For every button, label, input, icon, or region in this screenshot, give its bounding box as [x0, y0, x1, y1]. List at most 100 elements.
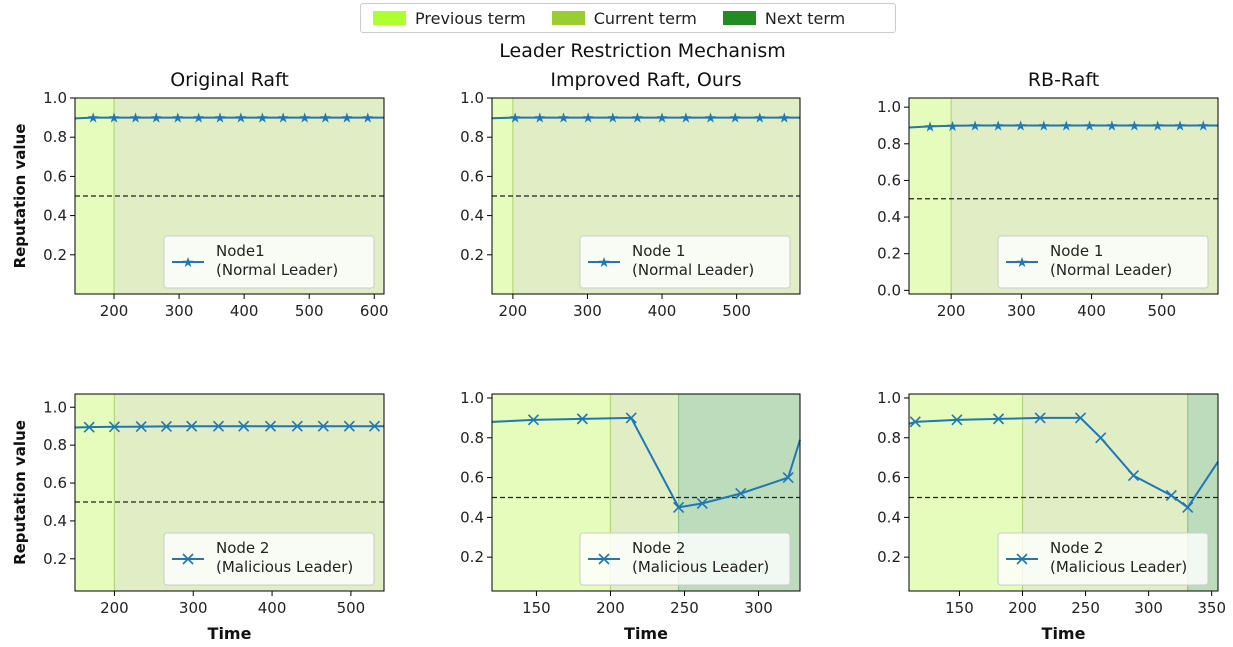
data-point: ★ [298, 111, 311, 127]
x-tick-label: 300 [179, 599, 208, 617]
legend-label: Current term [593, 8, 697, 28]
x-tick-label: 150 [522, 599, 551, 617]
y-tick-label: 1.0 [460, 89, 484, 107]
data-point [1074, 412, 1087, 424]
legend-item-previous-term: Previous term [373, 9, 526, 28]
subplot-3: ★ ★ ★ ★ ★ ★ ★ ★ ★ ★ ★ ★ ★ 0.0 0.2 0.4 0.6 0.8 1.0 200 300 400… [877, 69, 1219, 320]
data-point: ★ [969, 118, 982, 134]
data-point [1182, 501, 1194, 513]
data-point [782, 472, 794, 484]
x-tick-label: 300 [165, 302, 194, 320]
subplot-title: Original Raft [170, 69, 289, 91]
y-axis-label: Reputation value [11, 124, 29, 269]
y-tick-label: 0.6 [460, 167, 484, 185]
x-tick-label: 400 [1077, 302, 1106, 320]
legend-box [997, 235, 1209, 289]
legend-marker [598, 553, 610, 565]
subplot-2: ★ ★ ★ ★ ★ ★ ★ ★ ★ ★ ★ ★ 0.2 0.4 0.6 0.8 1.0 200 300 400 500 I… [460, 69, 801, 320]
data-point: ★ [341, 111, 354, 127]
subplot-legend: Node 2(Malicious Leader) [997, 532, 1209, 586]
data-point [317, 420, 329, 432]
next-term-swatch [722, 11, 756, 25]
x-tick-label: 500 [295, 302, 324, 320]
series-line [491, 116, 800, 120]
subplot-6: 0.2 0.4 0.6 0.8 1.0 150 200 250 300 350 Time Node 2… [877, 389, 1226, 643]
data-point: ★ [1038, 118, 1051, 134]
legend-box [579, 235, 791, 289]
data-point: ★ [361, 111, 374, 127]
x-tick-label: 500 [1147, 302, 1176, 320]
x-tick-label: 400 [230, 302, 259, 320]
y-tick-label: 0.8 [460, 128, 484, 146]
data-point: ★ [150, 111, 163, 127]
x-axis-label: Time [624, 624, 668, 643]
plot-frame [908, 97, 1219, 295]
subplot-legend: ★ Node1(Normal Leader) [163, 235, 375, 289]
subplot-5: 0.2 0.4 0.6 0.8 1.0 150 200 250 300 Time Node 2(Ma… [460, 389, 801, 643]
data-point [160, 420, 173, 432]
data-point [186, 420, 198, 432]
data-point: ★ [129, 111, 142, 127]
y-tick-label: 0.6 [43, 474, 67, 492]
legend-item-current-term: Current term [551, 8, 697, 28]
y-tick-label: 0.2 [877, 548, 901, 566]
x-tick-label: 250 [1071, 599, 1100, 617]
x-tick-label: 300 [573, 302, 602, 320]
data-point: ★ [256, 111, 269, 127]
plot-frame [74, 97, 385, 295]
data-point: ★ [924, 119, 937, 135]
y-tick-label: 0.6 [877, 171, 901, 189]
x-axis-label: Time [208, 624, 252, 643]
data-point: ★ [1106, 118, 1119, 134]
data-point: ★ [1083, 118, 1096, 134]
data-point: ★ [753, 111, 766, 127]
x-tick-label: 300 [744, 599, 773, 617]
y-tick-label: 0.8 [460, 429, 484, 447]
y-tick-label: 0.4 [877, 208, 901, 226]
data-point: ★ [946, 119, 959, 135]
legend-series-label: Node 2 [632, 539, 685, 557]
data-point: ★ [1014, 118, 1027, 134]
term-region [75, 394, 115, 591]
y-tick-label: 0.2 [43, 550, 67, 568]
series-line [74, 425, 384, 429]
legend-marker [1016, 553, 1028, 565]
data-point [735, 487, 747, 500]
y-tick-label: 1.0 [43, 89, 67, 107]
data-point: ★ [557, 111, 570, 127]
data-point: ★ [509, 111, 522, 127]
y-tick-label: 0.6 [43, 167, 67, 185]
x-tick-label: 150 [945, 599, 974, 617]
data-point [135, 421, 147, 433]
legend-marker: ★ [182, 255, 195, 271]
legend-series-label: Node 2 [1050, 539, 1103, 557]
data-point: ★ [1151, 118, 1164, 134]
y-tick-label: 0.8 [877, 429, 901, 447]
data-point: ★ [319, 111, 332, 127]
data-point [951, 414, 963, 426]
legend-series-label: (Normal Leader) [632, 261, 754, 279]
legend-series-label: (Malicious Leader) [632, 558, 769, 576]
subplot-legend: Node 2(Malicious Leader) [579, 532, 791, 586]
x-tick-label: 200 [100, 599, 129, 617]
data-point [625, 412, 637, 424]
y-tick-label: 0.8 [43, 436, 67, 454]
legend-series-label: (Malicious Leader) [216, 558, 353, 576]
data-point [212, 420, 225, 432]
legend-series-label: (Normal Leader) [1050, 261, 1172, 279]
y-tick-label: 0.2 [460, 548, 484, 566]
subplot-legend: Node 2(Malicious Leader) [163, 532, 375, 586]
data-point: ★ [992, 118, 1005, 134]
data-point: ★ [680, 111, 693, 127]
y-tick-label: 1.0 [877, 98, 901, 116]
data-point: ★ [582, 111, 595, 127]
data-point [108, 421, 120, 433]
legend-box [163, 532, 375, 586]
data-point [696, 497, 708, 510]
data-point [527, 414, 540, 426]
x-tick-label: 200 [100, 302, 129, 320]
data-point: ★ [704, 111, 717, 127]
subplot-legend: ★ Node 1(Normal Leader) [579, 235, 791, 289]
data-point [291, 420, 303, 432]
